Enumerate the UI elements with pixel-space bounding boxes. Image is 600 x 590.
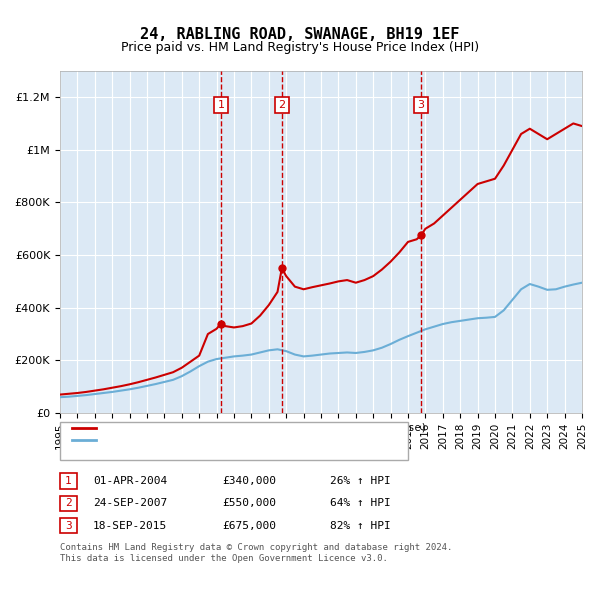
Text: 1: 1: [217, 100, 224, 110]
Text: 18-SEP-2015: 18-SEP-2015: [93, 521, 167, 530]
Text: 3: 3: [65, 521, 72, 530]
Text: 24-SEP-2007: 24-SEP-2007: [93, 499, 167, 508]
Text: 1: 1: [65, 476, 72, 486]
Text: 01-APR-2004: 01-APR-2004: [93, 476, 167, 486]
Text: £550,000: £550,000: [222, 499, 276, 508]
Text: 2: 2: [278, 100, 286, 110]
Text: 64% ↑ HPI: 64% ↑ HPI: [330, 499, 391, 508]
Text: This data is licensed under the Open Government Licence v3.0.: This data is licensed under the Open Gov…: [60, 555, 388, 563]
Text: £340,000: £340,000: [222, 476, 276, 486]
Text: Price paid vs. HM Land Registry's House Price Index (HPI): Price paid vs. HM Land Registry's House …: [121, 41, 479, 54]
Text: 82% ↑ HPI: 82% ↑ HPI: [330, 521, 391, 530]
Text: 24, RABLING ROAD, SWANAGE, BH19 1EF: 24, RABLING ROAD, SWANAGE, BH19 1EF: [140, 27, 460, 41]
Text: 26% ↑ HPI: 26% ↑ HPI: [330, 476, 391, 486]
Text: 3: 3: [418, 100, 425, 110]
Text: 2: 2: [65, 499, 72, 508]
Text: £675,000: £675,000: [222, 521, 276, 530]
Text: Contains HM Land Registry data © Crown copyright and database right 2024.: Contains HM Land Registry data © Crown c…: [60, 543, 452, 552]
Text: HPI: Average price, detached house, Dorset: HPI: Average price, detached house, Dors…: [102, 435, 365, 444]
Text: 24, RABLING ROAD, SWANAGE, BH19 1EF (detached house): 24, RABLING ROAD, SWANAGE, BH19 1EF (det…: [102, 423, 427, 432]
